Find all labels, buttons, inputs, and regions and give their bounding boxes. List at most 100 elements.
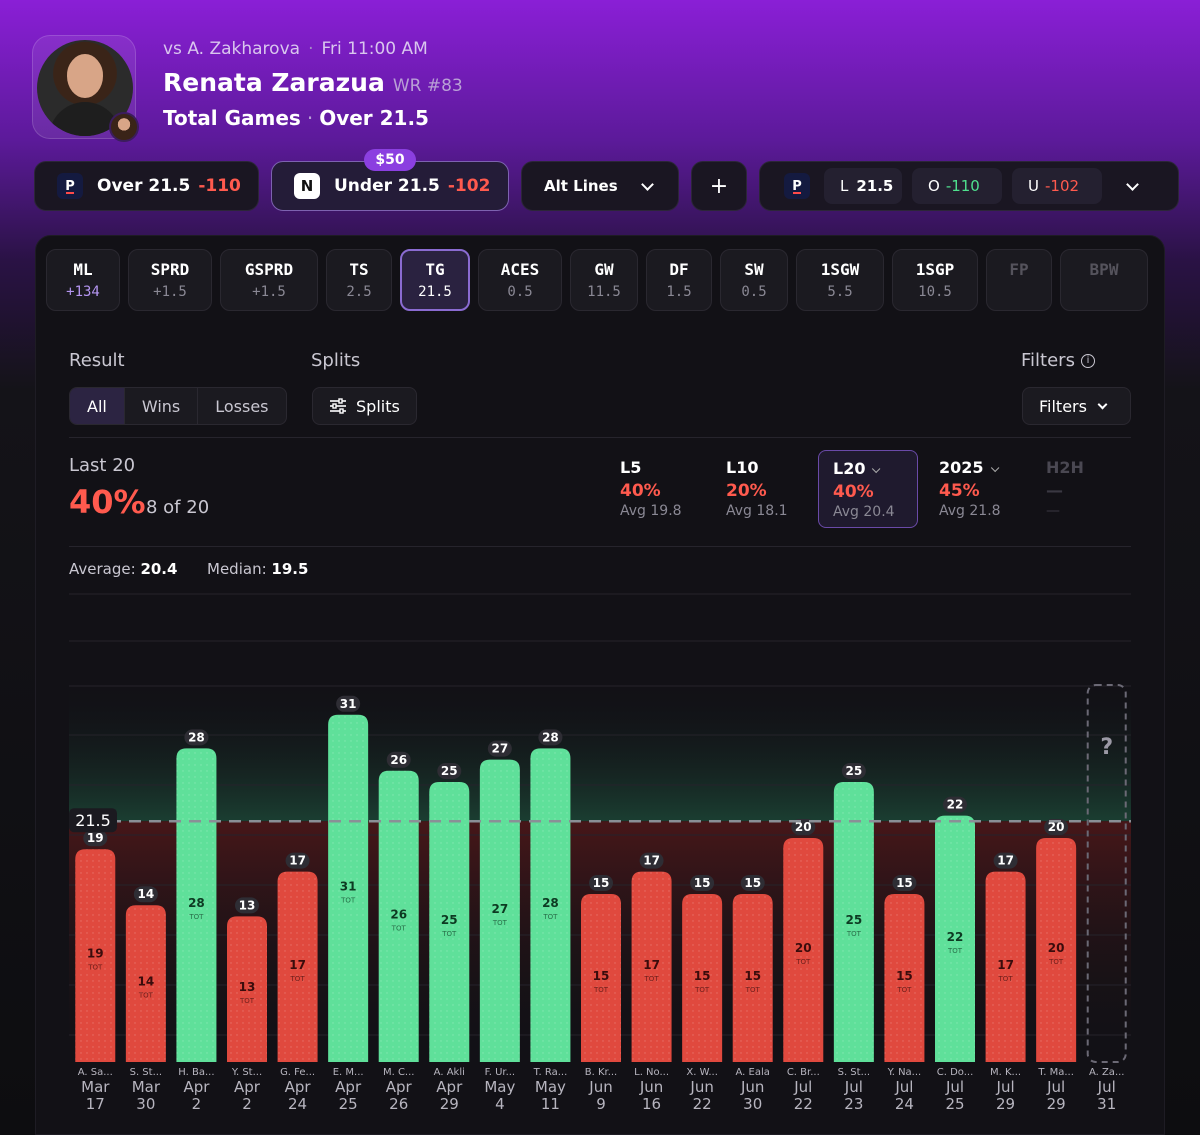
add-bet-button[interactable]: + [691,161,747,211]
market-name: Total Games [163,106,301,130]
tab-line: +134 [66,284,100,300]
result-all[interactable]: All [70,388,125,424]
range-percent: 40% [620,481,661,501]
tab-sprd[interactable]: SPRD +1.5 [128,249,212,311]
range-label: L20 [833,459,903,478]
range-label: 2025 [939,458,1011,477]
stake-badge: $50 [364,149,416,171]
range-label: L10 [726,458,759,477]
range-h2h[interactable]: H2H — — [1032,450,1132,528]
player-avatar [32,35,139,142]
line-value: 21.5 [856,177,894,195]
average-value: 20.4 [140,560,178,578]
result-losses[interactable]: Losses [215,396,269,416]
tab-line: +1.5 [252,284,286,300]
median-value: 19.5 [271,560,309,578]
tab-line: 0.5 [741,284,767,300]
tab-label: GW [594,260,614,279]
tab-line: 11.5 [587,284,621,300]
tab-1sgw[interactable]: 1SGW 5.5 [796,249,884,311]
chevron-down-icon[interactable] [1126,177,1139,191]
tab-line: +1.5 [153,284,187,300]
average-median: Average: 20.4 Median: 19.5 [69,560,308,578]
average-label: Average: [69,560,136,578]
book-over-pill[interactable]: O -110 [912,168,1002,204]
alt-lines-dropdown[interactable]: Alt Lines [521,161,679,211]
result-wins[interactable]: Wins [125,388,199,424]
match-time: Fri 11:00 AM [321,39,428,59]
tab-gsprd[interactable]: GSPRD +1.5 [220,249,318,311]
market-tabs: ML +134 SPRD +1.5 GSPRD +1.5 TS 2.5 TG 21.5 ACES 0.… [46,249,1156,311]
over-bet-label: Over 21.5 [97,176,191,196]
player-header: vs A. Zakharova · Fri 11:00 AM Renata Zara… [32,35,632,145]
range-percent: — [1046,481,1063,501]
tab-line [1015,284,1023,300]
range-2025[interactable]: 2025 45% Avg 21.8 [925,450,1025,528]
tab-label: SW [744,260,764,279]
under-bet-odds: -102 [447,176,491,196]
filters-label-row: Filters i [1021,350,1095,371]
book-line-pill[interactable]: L 21.5 [824,168,902,204]
n-logo-icon: N [294,173,320,199]
tab-ts[interactable]: TS 2.5 [326,249,392,311]
median-label: Median: [207,560,267,578]
over-bet-odds: -110 [198,176,241,196]
tab-gw[interactable]: GW 11.5 [570,249,638,311]
range-percent: 20% [726,481,767,501]
tab-1sgp[interactable]: 1SGP 10.5 [892,249,978,311]
tab-line: 10.5 [918,284,952,300]
tab-line [1100,284,1108,300]
over-label: O [928,177,940,195]
chevron-down-icon [1097,399,1108,409]
tab-bpw[interactable]: BPW [1060,249,1148,311]
range-percent: 40% [833,482,874,502]
tab-sw[interactable]: SW 0.5 [720,249,788,311]
under-bet-label: Under 21.5 [334,176,440,196]
over-bet-button[interactable]: P Over 21.5 -110 [34,161,259,211]
tab-label: BPW [1089,260,1119,279]
range-l20[interactable]: L20 40% Avg 20.4 [818,450,918,528]
range-average: Avg 18.1 [726,503,788,519]
tab-label: ACES [500,260,540,279]
tab-aces[interactable]: ACES 0.5 [478,249,562,311]
book-odds-bar: P L 21.5 O -110 U -102 [759,161,1179,211]
opponent-avatar [109,112,139,142]
book-under-pill[interactable]: U -102 [1012,168,1102,204]
range-percent: 45% [939,481,980,501]
tab-label: GSPRD [244,260,294,279]
tab-fp[interactable]: FP [986,249,1052,311]
splits-button-label: Splits [356,396,400,416]
tab-label: TS [349,260,369,279]
range-average: — [1046,503,1060,519]
prizepicks-logo-icon: P [57,173,83,199]
tab-label: FP [1009,260,1029,279]
filters-button-label: Filters [1039,396,1087,416]
tab-line: 21.5 [418,284,452,300]
chevron-down-icon [872,464,881,474]
hit-count: 8 of 20 [146,497,210,518]
tab-tg[interactable]: TG 21.5 [400,249,470,311]
info-icon[interactable]: i [1080,354,1095,368]
matchup-line: vs A. Zakharova · Fri 11:00 AM [163,39,428,59]
under-label: U [1028,177,1039,195]
tab-ml[interactable]: ML +134 [46,249,120,311]
result-segmented-control: All Wins Losses [69,387,287,425]
player-photo [37,40,133,136]
tab-line: 0.5 [507,284,533,300]
splits-label: Splits [311,350,361,371]
hit-rate-percent: 40% [69,483,146,521]
splits-button[interactable]: Splits [312,387,417,425]
opponent-name: vs A. Zakharova [163,39,301,59]
line-label: L [840,177,849,195]
range-label: H2H [1046,458,1084,477]
range-label: L5 [620,458,642,477]
range-l5[interactable]: L5 40% Avg 19.8 [606,450,706,528]
tab-df[interactable]: DF 1.5 [646,249,712,311]
chevron-down-icon [641,177,654,191]
range-l10[interactable]: L10 20% Avg 18.1 [712,450,812,528]
tab-line: 5.5 [827,284,853,300]
range-average: Avg 20.4 [833,504,895,520]
tab-label: 1SGW [820,260,860,279]
tab-label: DF [669,260,689,279]
filters-button[interactable]: Filters [1022,387,1131,425]
